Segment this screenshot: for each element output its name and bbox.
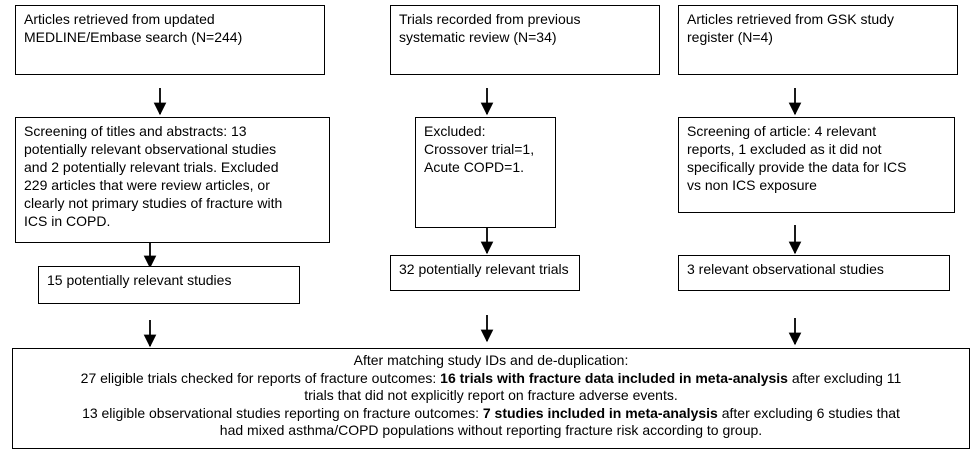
box-text: Acute COPD=1. — [424, 159, 524, 175]
box-text: specifically provide the data for ICS — [687, 159, 907, 175]
screening-box: Excluded: Crossover trial=1, Acute COPD=1. — [415, 117, 556, 228]
box-text: register (N=4) — [687, 29, 773, 45]
box-text: Excluded: — [424, 123, 486, 139]
source-box: Articles retrieved from updated MEDLINE/E… — [15, 5, 325, 75]
summary-text: 27 eligible trials checked for reports o… — [80, 369, 441, 386]
summary-box: After matching study IDs and de-duplicat… — [12, 348, 970, 449]
box-text: reports, 1 excluded as it did not — [687, 141, 882, 157]
box-text: potentially relevant observational studi… — [24, 141, 277, 157]
screening-box: Screening of article: 4 relevant reports,… — [678, 117, 955, 213]
summary-bold-text: 16 trials with fracture data included in… — [440, 369, 788, 386]
box-text: 3 relevant observational studies — [687, 261, 884, 277]
summary-line: 13 eligible observational studies report… — [17, 405, 965, 423]
summary-text: 13 eligible observational studies report… — [82, 404, 483, 421]
summary-line: had mixed asthma/COPD populations withou… — [17, 422, 965, 440]
result-box: 15 potentially relevant studies — [38, 266, 300, 304]
summary-line: After matching study IDs and de-duplicat… — [17, 352, 965, 370]
summary-line: 27 eligible trials checked for reports o… — [17, 370, 965, 388]
screening-box: Screening of titles and abstracts: 13 pot… — [15, 117, 330, 243]
box-text: MEDLINE/Embase search (N=244) — [24, 29, 243, 45]
result-box: 32 potentially relevant trials — [390, 255, 580, 291]
summary-text: trials that did not explicitly report on… — [304, 387, 678, 403]
box-text: 32 potentially relevant trials — [399, 261, 569, 277]
source-box: Trials recorded from previous systematic … — [390, 5, 660, 75]
box-text: and 2 potentially relevant trials. Exclu… — [24, 159, 279, 175]
box-text: Screening of article: 4 relevant — [687, 123, 877, 139]
result-box: 3 relevant observational studies — [678, 255, 950, 291]
box-text: Crossover trial=1, — [424, 141, 535, 157]
box-text: Articles retrieved from GSK study — [687, 11, 894, 27]
summary-bold-text: 7 studies included in meta-analysis — [482, 404, 718, 421]
box-text: vs non ICS exposure — [687, 177, 817, 193]
box-text: Screening of titles and abstracts: 13 — [24, 123, 247, 139]
box-text: clearly not primary studies of fracture … — [24, 195, 283, 211]
box-text: Articles retrieved from updated — [24, 11, 215, 27]
box-text: systematic review (N=34) — [399, 29, 557, 45]
box-text: Trials recorded from previous — [399, 11, 581, 27]
box-text: ICS in COPD. — [24, 213, 111, 229]
summary-line: trials that did not explicitly report on… — [17, 387, 965, 405]
box-text: 229 articles that were review articles, … — [24, 177, 270, 193]
box-text: 15 potentially relevant studies — [47, 272, 232, 288]
summary-text: had mixed asthma/COPD populations withou… — [219, 422, 763, 438]
source-box: Articles retrieved from GSK study registe… — [678, 5, 958, 75]
summary-text: After matching study IDs and de-duplicat… — [353, 352, 629, 368]
summary-text: after excluding 11 — [787, 369, 902, 386]
summary-text: after excluding 6 studies that — [717, 404, 900, 421]
